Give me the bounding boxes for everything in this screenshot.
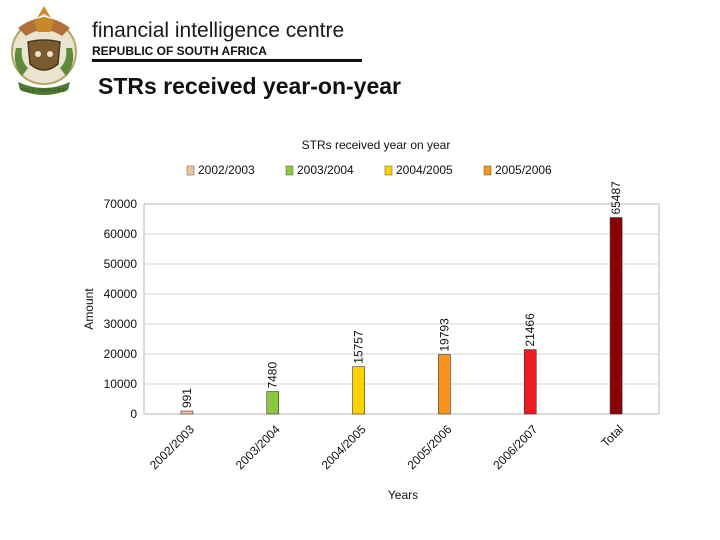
y-tick-label: 30000 — [104, 317, 138, 331]
y-axis-ticks: 0 10000 20000 30000 40000 50000 60000 70000 — [104, 197, 138, 421]
legend-swatch — [186, 165, 195, 176]
y-tick-label: 50000 — [104, 257, 138, 271]
bar — [438, 354, 451, 415]
y-tick-label: 0 — [130, 407, 137, 421]
legend-swatch — [384, 165, 393, 176]
emblem-motto: ǃKE E: ǀXARRA ǁKE — [22, 88, 67, 94]
legend-swatch — [285, 165, 294, 176]
chart-bars: 991 7480 15757 19793 21466 65487 — [180, 181, 623, 415]
legend-swatch — [483, 165, 492, 176]
legend-label: 2004/2005 — [396, 163, 453, 177]
y-tick-label: 40000 — [104, 287, 138, 301]
legend-label: 2002/2003 — [198, 163, 255, 177]
bar-data-label: 15757 — [352, 330, 366, 364]
chart-gridlines — [144, 233, 659, 385]
y-tick-label: 10000 — [104, 377, 138, 391]
bar — [609, 217, 623, 415]
y-axis-label: Amount — [82, 288, 96, 330]
plot-area — [143, 203, 660, 415]
x-tick-label: 2002/2003 — [147, 422, 197, 472]
chart-legend: 2002/2003 2003/2004 2004/2005 2005/2006 — [186, 163, 552, 177]
bar — [352, 366, 365, 415]
x-tick-label: Total — [598, 422, 626, 450]
chart-title: STRs received year on year — [302, 138, 451, 152]
organization-name: financial intelligence centre — [92, 19, 345, 42]
legend-label: 2005/2006 — [495, 163, 552, 177]
x-axis-ticks: 2002/2003 2003/2004 2004/2005 2005/2006 2006… — [147, 422, 626, 472]
bar — [180, 410, 194, 415]
slide-title: STRs received year-on-year — [98, 73, 401, 99]
x-tick-label: 2004/2005 — [319, 422, 369, 472]
bar-data-label: 991 — [180, 388, 194, 408]
bar — [266, 391, 280, 415]
x-axis-label: Years — [388, 488, 418, 502]
bar-data-label: 19793 — [437, 318, 451, 352]
x-tick-label: 2003/2004 — [233, 422, 283, 472]
bar-data-label: 21466 — [523, 313, 537, 347]
bar — [523, 349, 537, 415]
bar-data-label: 7480 — [266, 362, 280, 389]
y-tick-label: 20000 — [104, 347, 138, 361]
bar-data-label: 65487 — [609, 181, 623, 215]
header-underline — [92, 59, 362, 62]
coat-of-arms-logo: ǃKE E: ǀXARRA ǁKE — [11, 6, 77, 95]
y-tick-label: 60000 — [104, 227, 138, 241]
x-tick-label: 2005/2006 — [405, 422, 455, 472]
y-tick-label: 70000 — [104, 197, 138, 211]
x-tick-label: 2006/2007 — [490, 422, 540, 472]
legend-label: 2003/2004 — [297, 163, 354, 177]
organization-country: REPUBLIC OF SOUTH AFRICA — [92, 44, 267, 58]
